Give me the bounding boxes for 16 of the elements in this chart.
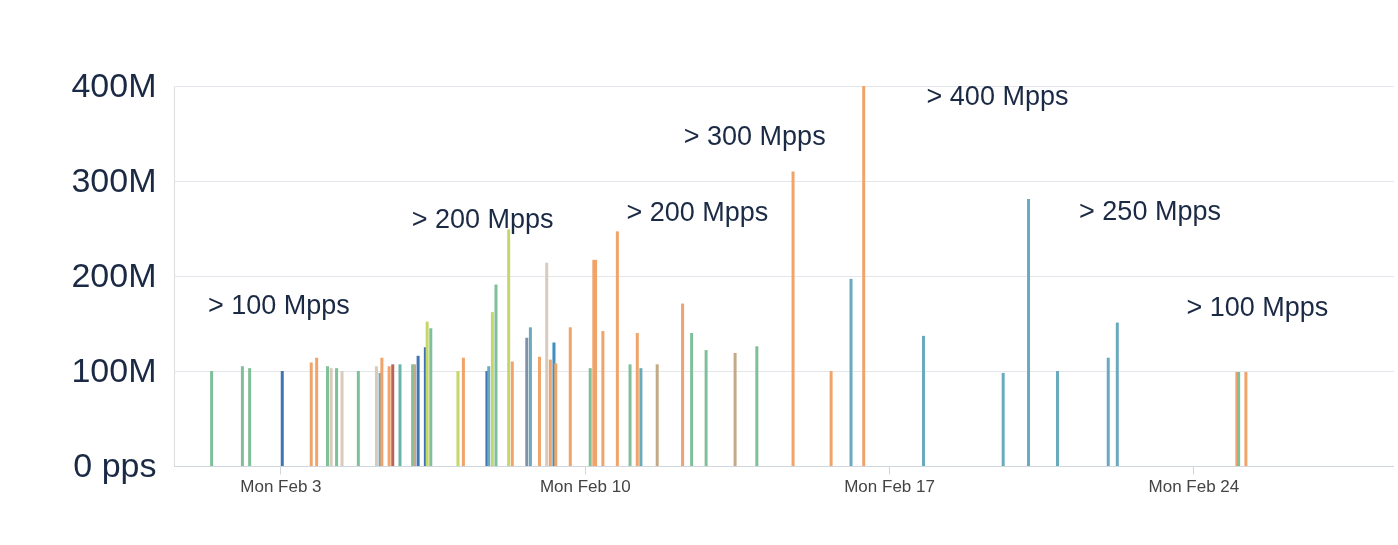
y-tick-label: 400M	[71, 65, 157, 104]
x-tick-label: Mon Feb 24	[1148, 476, 1240, 496]
annotation: > 200 Mpps	[411, 204, 554, 235]
y-tick-label: 200M	[71, 255, 157, 294]
annotation: > 400 Mpps	[926, 81, 1069, 112]
y-tick-label: 0 pps	[73, 445, 157, 484]
x-tick-label: Mon Feb 17	[844, 476, 935, 496]
annotation: > 100 Mpps	[1186, 291, 1329, 322]
x-tick-label: Mon Feb 3	[240, 476, 322, 496]
y-tick-label: 100M	[71, 350, 157, 389]
annotation: > 200 Mpps	[626, 196, 769, 227]
annotation: > 100 Mpps	[208, 290, 350, 321]
x-tick-label: Mon Feb 10	[539, 476, 631, 496]
annotation: > 300 Mpps	[683, 120, 826, 151]
annotation: > 250 Mpps	[1079, 196, 1221, 227]
y-tick-label: 300M	[71, 160, 157, 199]
